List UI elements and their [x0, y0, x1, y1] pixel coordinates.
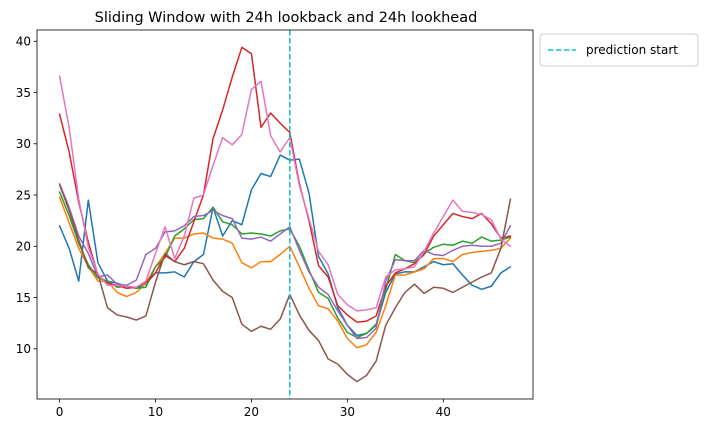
y-axis: 10 15 20 25 30 35 40 — [16, 35, 37, 356]
legend-prediction-start-label: prediction start — [586, 43, 678, 57]
y-tick-label: 20 — [16, 240, 31, 254]
chart-title: Sliding Window with 24h lookback and 24h… — [95, 10, 478, 26]
y-tick-label: 40 — [16, 35, 31, 49]
legend: prediction start — [539, 33, 699, 67]
series-line-2 — [58, 196, 512, 349]
y-tick-label: 10 — [16, 342, 31, 356]
y-tick-label: 35 — [16, 86, 31, 100]
x-tick-label: 10 — [148, 405, 163, 419]
x-axis: 0 10 20 30 40 — [56, 399, 451, 419]
plot-frame — [36, 29, 534, 400]
x-tick-label: 0 — [56, 405, 64, 419]
x-tick-label: 40 — [436, 405, 451, 419]
y-tick-label: 15 — [16, 291, 31, 305]
series-layer — [58, 46, 512, 383]
x-tick-label: 20 — [244, 405, 259, 419]
series-line-7 — [58, 75, 512, 312]
y-tick-label: 25 — [16, 188, 31, 202]
x-tick-label: 30 — [340, 405, 355, 419]
series-line-4 — [58, 46, 512, 323]
series-line-6 — [58, 184, 512, 383]
series-line-5 — [58, 183, 512, 340]
legend-box — [539, 33, 699, 67]
y-tick-label: 30 — [16, 137, 31, 151]
